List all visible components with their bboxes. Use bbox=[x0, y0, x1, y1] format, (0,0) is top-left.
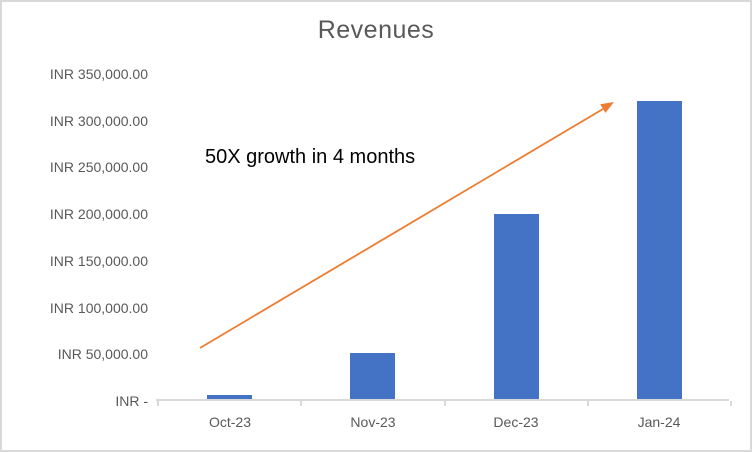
x-tick-label: Nov-23 bbox=[350, 414, 396, 430]
revenue-bar-Oct-23 bbox=[207, 395, 252, 401]
x-axis-tick bbox=[444, 401, 446, 406]
y-tick-label: INR 150,000.00 bbox=[49, 252, 148, 269]
y-tick-label: INR 300,000.00 bbox=[49, 112, 148, 129]
revenue-bar-Jan-24 bbox=[637, 101, 682, 401]
x-axis-line bbox=[156, 399, 729, 401]
revenue-bar-Dec-23 bbox=[494, 214, 539, 401]
y-tick-label: INR 250,000.00 bbox=[49, 159, 148, 176]
x-axis-tick bbox=[157, 401, 159, 406]
growth-annotation: 50X growth in 4 months bbox=[205, 146, 416, 168]
x-axis-tick bbox=[730, 401, 732, 406]
y-tick-label: INR 50,000.00 bbox=[57, 346, 148, 363]
y-tick-label: INR 350,000.00 bbox=[49, 66, 148, 82]
y-axis: INR 350,000.00 INR 300,000.00 INR 250,000.… bbox=[2, 2, 148, 450]
y-tick-label: INR 200,000.00 bbox=[49, 206, 148, 223]
x-tick-label: Dec-23 bbox=[493, 414, 539, 430]
x-axis-tick bbox=[300, 401, 302, 406]
x-tick-label: Oct-23 bbox=[208, 414, 251, 430]
y-tick-label: INR 100,000.00 bbox=[49, 299, 148, 316]
chart-title: Revenues bbox=[317, 16, 435, 44]
y-tick-label: INR - bbox=[115, 393, 148, 409]
x-axis-tick bbox=[587, 401, 589, 406]
revenue-bar-Nov-23 bbox=[350, 353, 395, 401]
x-tick-label: Jan-24 bbox=[637, 414, 681, 430]
